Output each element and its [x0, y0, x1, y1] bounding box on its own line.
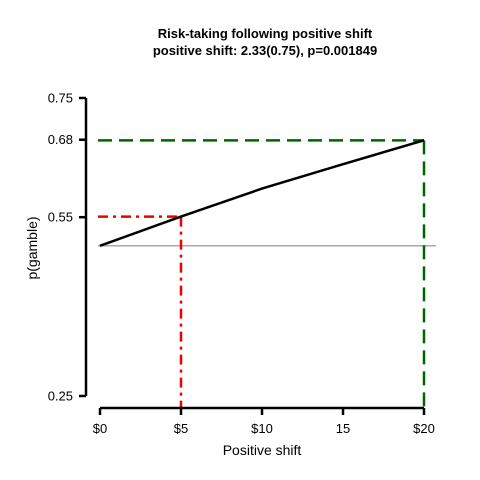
y-tick-label: 0.55: [48, 210, 73, 225]
chart-subtitle: positive shift: 2.33(0.75), p=0.001849: [153, 43, 377, 58]
y-axis-label: p(gamble): [24, 216, 40, 279]
x-tick-label: $0: [93, 421, 107, 436]
series-line: [99, 139, 425, 247]
x-tick-label: $5: [174, 421, 188, 436]
y-tick-label: 0.75: [48, 91, 73, 106]
x-tick-label: $10: [251, 421, 273, 436]
chart-title: Risk-taking following positive shift: [158, 26, 373, 41]
y-tick-label: 0.25: [48, 389, 73, 404]
y-tick-label: 0.68: [48, 132, 73, 147]
x-axis-label: Positive shift: [223, 442, 302, 458]
x-tick-label: 15: [336, 421, 350, 436]
x-tick-label: $20: [413, 421, 435, 436]
